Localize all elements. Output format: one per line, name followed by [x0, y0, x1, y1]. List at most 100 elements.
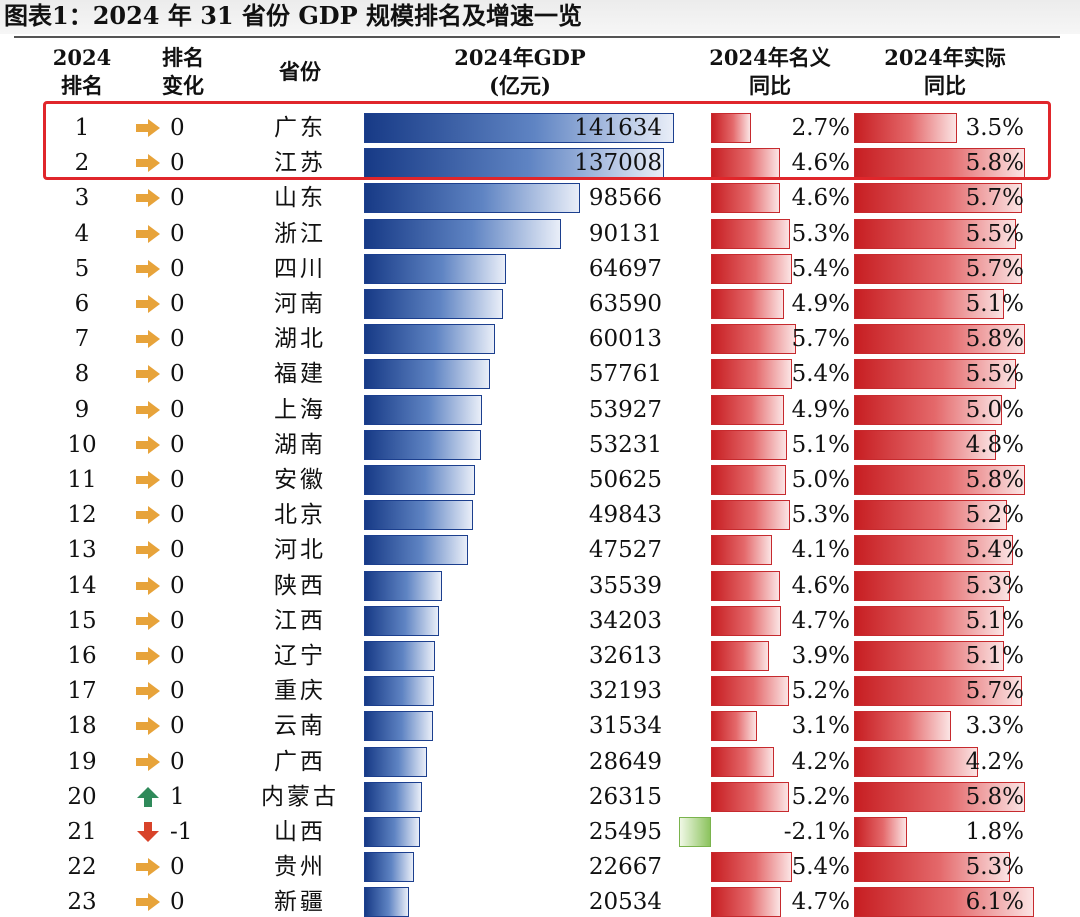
real-growth-value: 5.8% — [965, 784, 1024, 810]
nominal-growth-value: 5.3% — [791, 221, 850, 247]
gdp-value: 63590 — [588, 291, 662, 317]
header-nominal-line2: 同比 — [749, 73, 791, 98]
gdp-value: 25495 — [588, 819, 662, 845]
gdp-value: 31534 — [588, 713, 662, 739]
rank-change-value: 0 — [170, 256, 185, 282]
nominal-growth-bar — [711, 852, 792, 882]
rank-cell: 16 — [67, 643, 97, 669]
nominal-growth-bar — [711, 571, 780, 601]
gdp-value: 141634 — [574, 115, 662, 141]
gdp-bar — [364, 289, 504, 319]
title-divider — [14, 36, 1060, 38]
gdp-value: 26315 — [588, 784, 662, 810]
rank-cell: 6 — [74, 291, 90, 317]
header-real-line2: 同比 — [924, 73, 966, 98]
gdp-bar — [364, 148, 664, 178]
real-growth-value: 3.5% — [965, 115, 1024, 141]
right-arrow-icon — [136, 647, 160, 665]
nominal-growth-value: 3.9% — [791, 643, 850, 669]
rank-change-value: 0 — [170, 185, 185, 211]
rank-cell: 11 — [67, 467, 97, 493]
header-nominal: 2024年名义 同比 — [685, 44, 855, 100]
right-arrow-icon — [136, 752, 160, 771]
nominal-growth-bar — [711, 219, 791, 249]
rank-cell: 21 — [67, 819, 97, 845]
real-growth-bar — [854, 183, 1023, 213]
gdp-value: 90131 — [588, 221, 662, 247]
header-real: 2024年实际 同比 — [860, 44, 1030, 100]
gdp-value: 20534 — [588, 889, 662, 915]
province-name: 北京 — [274, 502, 326, 528]
nominal-growth-value: 2.7% — [791, 115, 850, 141]
right-arrow-icon — [136, 400, 160, 419]
gdp-value: 53231 — [588, 432, 662, 458]
nominal-growth-bar — [711, 500, 791, 530]
real-growth-value: 5.7% — [965, 678, 1024, 704]
gdp-bar — [364, 183, 580, 213]
real-growth-value: 5.7% — [965, 256, 1024, 282]
nominal-growth-value: 5.1% — [791, 432, 850, 458]
real-growth-value: 1.8% — [965, 819, 1024, 845]
right-arrow-icon — [136, 858, 160, 877]
nominal-growth-bar — [711, 747, 774, 777]
rank-change-value: 0 — [170, 713, 185, 739]
down-arrow-icon — [137, 822, 159, 842]
rank-cell: 20 — [67, 784, 97, 810]
gdp-bar — [364, 535, 469, 565]
real-growth-bar — [854, 782, 1026, 812]
gdp-value: 32193 — [588, 678, 662, 704]
right-arrow-icon — [136, 893, 160, 912]
rank-change-value: 0 — [170, 749, 185, 775]
chart-title: 图表1：2024 年 31 省份 GDP 规模排名及增速一览 — [0, 0, 1080, 34]
real-growth-value: 5.5% — [965, 221, 1024, 247]
gdp-bar — [364, 641, 436, 671]
rank-change-value: 0 — [170, 326, 185, 352]
gdp-bar — [364, 113, 674, 143]
province-name: 江西 — [274, 608, 326, 634]
nominal-growth-value: 5.4% — [791, 854, 850, 880]
rank-change-value: 0 — [170, 537, 185, 563]
real-growth-bar — [854, 113, 958, 143]
nominal-growth-value: 4.1% — [791, 537, 850, 563]
real-growth-value: 5.0% — [965, 397, 1024, 423]
right-arrow-icon — [136, 189, 160, 208]
real-growth-bar — [854, 430, 996, 460]
nominal-growth-value: 4.6% — [791, 150, 850, 176]
rank-change-value: 0 — [170, 889, 185, 915]
gdp-bar — [364, 571, 442, 601]
header-real-line1: 2024年实际 — [884, 45, 1006, 70]
real-growth-bar — [854, 641, 1005, 671]
gdp-value: 47527 — [588, 537, 662, 563]
real-growth-bar — [854, 254, 1023, 284]
gdp-bar — [364, 430, 481, 460]
nominal-growth-value: 4.6% — [791, 573, 850, 599]
rank-cell: 7 — [74, 326, 90, 352]
real-growth-bar — [854, 711, 952, 741]
real-growth-bar — [854, 852, 1011, 882]
gdp-bar — [364, 782, 422, 812]
real-growth-bar — [854, 324, 1026, 354]
nominal-growth-bar-negative — [679, 817, 711, 847]
rank-change-value: -1 — [170, 819, 193, 845]
real-growth-value: 6.1% — [965, 889, 1024, 915]
rank-cell: 17 — [67, 678, 97, 704]
real-growth-value: 5.3% — [965, 854, 1024, 880]
province-name: 新疆 — [274, 889, 326, 915]
nominal-growth-value: 5.3% — [791, 502, 850, 528]
province-name: 山西 — [274, 819, 326, 845]
rank-change-value: 0 — [170, 361, 185, 387]
real-growth-bar — [854, 535, 1014, 565]
rank-change-value: 0 — [170, 678, 185, 704]
rank-change-value: 0 — [170, 854, 185, 880]
gdp-bar — [364, 465, 475, 495]
province-name: 云南 — [274, 713, 326, 739]
real-growth-value: 3.3% — [965, 713, 1024, 739]
province-name: 河南 — [274, 291, 326, 317]
gdp-bar — [364, 395, 483, 425]
rank-cell: 19 — [67, 749, 97, 775]
right-arrow-icon — [136, 365, 160, 384]
real-growth-bar — [854, 359, 1017, 389]
nominal-growth-value: 4.7% — [791, 608, 850, 634]
nominal-growth-value: 5.0% — [791, 467, 850, 493]
rank-cell: 8 — [74, 361, 90, 387]
